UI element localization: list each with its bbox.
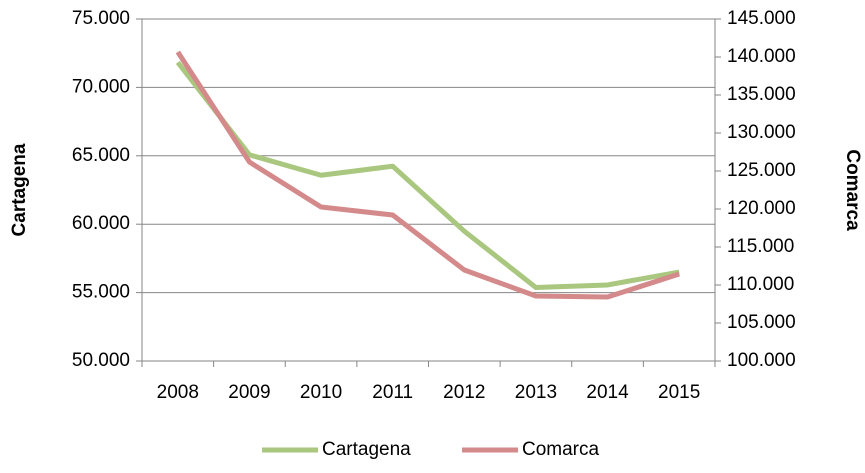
y-tick-label: 50.000 [72,350,130,371]
series-line [175,50,680,300]
y-tick-label: 65.000 [72,145,130,166]
y2-tick-label: 115.000 [727,236,794,257]
x-tick-label: 2012 [443,382,485,403]
y2-tick-label: 105.000 [727,312,796,333]
x-tick-label: 2009 [228,382,270,403]
y-axis-title: Cartagena [9,143,30,236]
y2-tick-label: 135.000 [727,84,796,105]
y2-tick-label: 100.000 [727,350,796,371]
series-line [175,60,680,291]
y2-tick-label: 130.000 [727,122,796,143]
y2-tick-label: 120.000 [727,198,796,219]
y2-tick-label: 145.000 [727,8,796,29]
legend-label: Comarca [522,439,600,460]
x-tick-label: 2011 [372,382,413,403]
x-tick-label: 2008 [157,382,199,403]
y-tick-label: 75.000 [72,8,130,29]
y-tick-label: 60.000 [72,213,130,234]
legend-label: Cartagena [322,439,411,460]
y-tick-label: 55.000 [72,282,130,303]
x-tick-label: 2014 [586,382,629,403]
y2-axis-title: Comarca [842,149,863,231]
y2-tick-label: 140.000 [727,46,796,67]
y-tick-label: 70.000 [72,76,130,97]
y2-tick-label: 110.000 [727,274,794,295]
x-tick-label: 2010 [300,382,342,403]
x-tick-label: 2015 [658,382,700,403]
x-tick-label: 2013 [515,382,557,403]
y2-tick-label: 125.000 [727,160,796,181]
